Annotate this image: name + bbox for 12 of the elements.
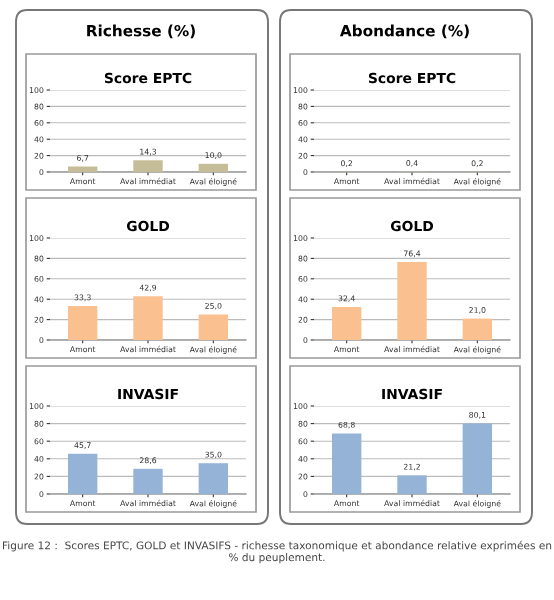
bar [331, 433, 362, 494]
bar [397, 475, 427, 494]
bar [133, 468, 163, 494]
bar [198, 314, 229, 340]
bar [397, 262, 427, 340]
bar [462, 318, 493, 340]
bar [462, 423, 493, 494]
bar [331, 306, 362, 340]
bar [133, 296, 163, 340]
bar [67, 453, 98, 494]
bar [67, 306, 98, 340]
bar [198, 463, 229, 494]
